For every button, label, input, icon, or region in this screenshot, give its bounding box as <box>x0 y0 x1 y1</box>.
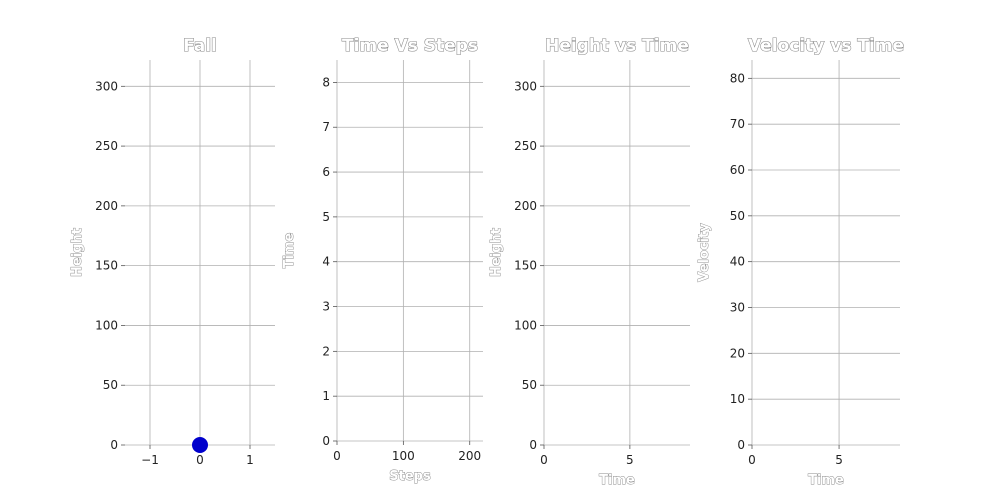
data-point <box>192 437 208 453</box>
y-tick-label: 200 <box>514 199 537 213</box>
y-tick-label: 7 <box>322 120 330 134</box>
y-tick-label: 4 <box>322 255 330 269</box>
height-vs-time-xlabel: Time <box>599 473 635 488</box>
x-tick-label: 200 <box>458 449 481 463</box>
y-tick-label: 0 <box>529 438 537 452</box>
y-tick-label: 1 <box>322 389 330 403</box>
y-tick-label: 100 <box>514 318 537 332</box>
height-vs-time-title: Height vs Time <box>545 36 689 56</box>
y-tick-label: 6 <box>322 165 330 179</box>
time-vs-steps-title: Time Vs Steps <box>342 36 478 56</box>
y-tick-label: 50 <box>103 378 118 392</box>
y-tick-label: 300 <box>95 79 118 93</box>
height-vs-time-ylabel: Height <box>489 228 504 277</box>
grid-lines <box>543 60 690 446</box>
y-tick-label: 0 <box>322 434 330 448</box>
y-tick-label: 300 <box>514 79 537 93</box>
grid-lines <box>336 60 483 442</box>
x-tick-label: −1 <box>141 453 159 467</box>
y-tick-label: 8 <box>322 75 330 89</box>
y-tick-label: 200 <box>95 199 118 213</box>
velocity-vs-time-xlabel: Time <box>808 473 844 488</box>
grid-lines <box>751 60 900 446</box>
time-vs-steps-ylabel: Time <box>282 232 297 268</box>
x-tick-label: 100 <box>392 449 415 463</box>
y-tick-label: 80 <box>730 71 745 85</box>
fall-panel: Fall Height −1 0 1 0 50 100 150 200 250 300 <box>70 35 275 467</box>
y-tick-label: 50 <box>730 209 745 223</box>
velocity-vs-time-ylabel: Velocity <box>697 223 712 282</box>
y-tick-label: 2 <box>322 344 330 358</box>
y-tick-label: 40 <box>730 255 745 269</box>
y-tick-label: 10 <box>730 392 745 406</box>
y-tick-label: 100 <box>95 318 118 332</box>
y-tick-label: 150 <box>95 259 118 273</box>
grid-lines <box>125 60 275 446</box>
y-tick-label: 250 <box>95 139 118 153</box>
y-tick-label: 60 <box>730 163 745 177</box>
fall-title: Fall <box>183 36 217 56</box>
x-tick-label: 0 <box>540 453 548 467</box>
x-tick-label: 5 <box>835 453 843 467</box>
y-tick-label: 3 <box>322 300 330 314</box>
x-tick-label: 0 <box>333 449 341 463</box>
velocity-vs-time-title: Velocity vs Time <box>748 36 904 56</box>
x-tick-label: 0 <box>196 453 204 467</box>
y-tick-label: 150 <box>514 259 537 273</box>
y-tick-label: 0 <box>737 438 745 452</box>
y-tick-label: 70 <box>730 117 745 131</box>
x-tick-label: 0 <box>748 453 756 467</box>
height-vs-time-panel: Height vs Time Time Height 0 505010015020… <box>489 35 690 488</box>
y-tick-label: 5 <box>322 210 330 224</box>
y-tick-label: 0 <box>110 438 118 452</box>
y-tick-label: 30 <box>730 301 745 315</box>
y-tick-label: 50 <box>522 378 537 392</box>
x-tick-label: 1 <box>246 453 254 467</box>
x-tick-label: 5 <box>626 453 634 467</box>
y-tick-label: 20 <box>730 346 745 360</box>
y-tick-label: 250 <box>514 139 537 153</box>
time-vs-steps-panel: Time Vs Steps Steps Time 0 100 200 0 1 2 3 4 5 6 7… <box>282 35 483 484</box>
time-vs-steps-xlabel: Steps <box>389 469 431 484</box>
fall-ylabel: Height <box>70 228 85 277</box>
velocity-vs-time-panel: Velocity vs Time Time Velocity 0 50102030… <box>697 35 905 488</box>
